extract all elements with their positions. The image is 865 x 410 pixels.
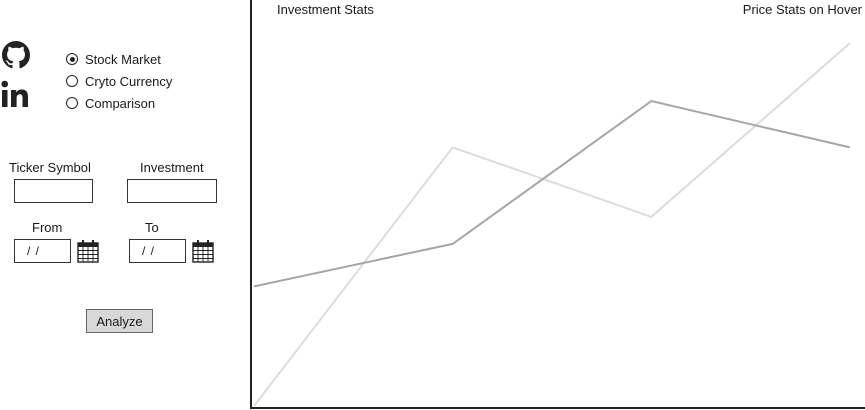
radio-comparison[interactable]: Comparison [66,92,172,114]
price-stats-title: Price Stats on Hover [742,2,862,17]
ticker-symbol-label: Ticker Symbol [9,160,91,175]
line-chart [250,0,865,409]
series-line-2 [253,99,851,288]
radio-stock-market[interactable]: Stock Market [66,48,172,70]
investment-stats-title: Investment Stats [277,2,374,17]
radio-crypto-currency[interactable]: Cryto Currency [66,70,172,92]
analyze-button[interactable]: Analyze [86,309,153,333]
ticker-symbol-input[interactable] [14,179,93,203]
investment-input[interactable] [127,179,217,203]
radio-button-checked[interactable] [66,53,78,65]
radio-label-comparison: Comparison [85,95,156,111]
radio-label-stock-market: Stock Market [85,51,161,67]
market-radio-group: Stock Market Cryto Currency Comparison [66,48,172,114]
radio-button[interactable] [66,75,78,87]
radio-button[interactable] [66,97,78,109]
to-date-label: To [145,220,159,235]
github-icon[interactable] [2,40,30,70]
linkedin-icon[interactable] [1,80,31,108]
calendar-icon[interactable] [192,239,214,263]
calendar-icon[interactable] [77,239,99,263]
from-date-label: From [32,220,63,235]
radio-label-crypto-currency: Cryto Currency [85,73,173,89]
from-date-input[interactable]: / / [14,239,71,263]
to-date-input[interactable]: / / [129,239,186,263]
series-line-1 [253,42,851,407]
investment-label: Investment [140,160,204,175]
